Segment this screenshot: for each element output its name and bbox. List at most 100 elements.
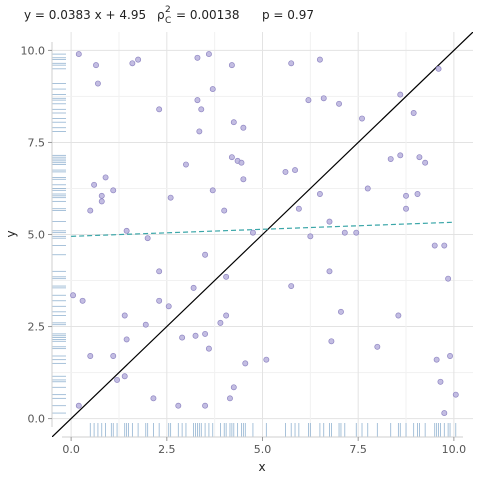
data-point (396, 313, 401, 318)
data-point (224, 274, 229, 279)
data-point (122, 313, 127, 318)
data-point (124, 337, 129, 342)
data-point (76, 51, 81, 56)
data-point (359, 116, 364, 121)
data-point (206, 51, 211, 56)
data-point (317, 57, 322, 62)
data-point (195, 98, 200, 103)
data-point (199, 107, 204, 112)
data-point (289, 61, 294, 66)
data-point (124, 228, 129, 233)
data-point (143, 322, 148, 327)
data-point (336, 101, 341, 106)
data-point (289, 283, 294, 288)
data-point (398, 92, 403, 97)
data-point (122, 374, 127, 379)
data-point (239, 160, 244, 165)
data-point (136, 57, 141, 62)
data-point (447, 353, 452, 358)
x-tick-label: 0.0 (62, 443, 80, 456)
y-tick-label: 5.0 (28, 229, 46, 242)
x-tick-label: 10.0 (442, 443, 467, 456)
data-point (99, 193, 104, 198)
data-point (229, 155, 234, 160)
data-point (365, 186, 370, 191)
data-point (180, 335, 185, 340)
data-point (88, 208, 93, 213)
data-point (342, 230, 347, 235)
data-point (191, 285, 196, 290)
y-tick-label: 10.0 (21, 44, 46, 57)
data-point (183, 162, 188, 167)
x-tick-label: 2.5 (158, 443, 176, 456)
x-axis-title: x (258, 460, 265, 474)
data-point (442, 243, 447, 248)
data-point (338, 309, 343, 314)
data-point (264, 357, 269, 362)
data-point (222, 208, 227, 213)
data-point (403, 193, 408, 198)
y-tick-label: 0.0 (28, 413, 46, 426)
data-point (70, 293, 75, 298)
data-point (218, 320, 223, 325)
data-point (453, 392, 458, 397)
data-point (375, 344, 380, 349)
y-tick-label: 7.5 (28, 136, 46, 149)
data-point (442, 410, 447, 415)
data-point (76, 403, 81, 408)
y-tick-label: 2.5 (28, 321, 46, 334)
data-point (446, 276, 451, 281)
data-point (168, 195, 173, 200)
data-point (103, 175, 108, 180)
data-point (202, 331, 207, 336)
data-point (296, 206, 301, 211)
data-point (321, 96, 326, 101)
data-point (197, 129, 202, 134)
data-point (210, 188, 215, 193)
data-point (202, 403, 207, 408)
data-point (306, 98, 311, 103)
data-point (88, 353, 93, 358)
data-point (80, 298, 85, 303)
data-point (398, 153, 403, 158)
data-point (241, 125, 246, 130)
data-point (354, 230, 359, 235)
data-point (317, 191, 322, 196)
data-point (327, 269, 332, 274)
data-point (224, 313, 229, 318)
data-point (434, 357, 439, 362)
data-point (111, 353, 116, 358)
data-point (210, 86, 215, 91)
data-point (292, 167, 297, 172)
data-point (283, 169, 288, 174)
data-point (111, 188, 116, 193)
data-point (436, 66, 441, 71)
data-point (166, 304, 171, 309)
data-point (250, 230, 255, 235)
data-point (151, 396, 156, 401)
data-point (227, 396, 232, 401)
data-point (176, 403, 181, 408)
data-point (93, 63, 98, 68)
x-tick-label: 5.0 (254, 443, 272, 456)
data-point (403, 206, 408, 211)
data-point (243, 361, 248, 366)
data-point (95, 81, 100, 86)
data-point (231, 385, 236, 390)
data-point (415, 191, 420, 196)
data-point (388, 156, 393, 161)
data-point (438, 379, 443, 384)
data-point (308, 234, 313, 239)
data-point (157, 107, 162, 112)
data-point (432, 243, 437, 248)
data-point (130, 61, 135, 66)
data-point (202, 252, 207, 257)
data-point (206, 346, 211, 351)
data-point (195, 55, 200, 60)
data-point (145, 236, 150, 241)
data-point (327, 219, 332, 224)
data-point (241, 177, 246, 182)
data-point (423, 160, 428, 165)
data-point (411, 110, 416, 115)
